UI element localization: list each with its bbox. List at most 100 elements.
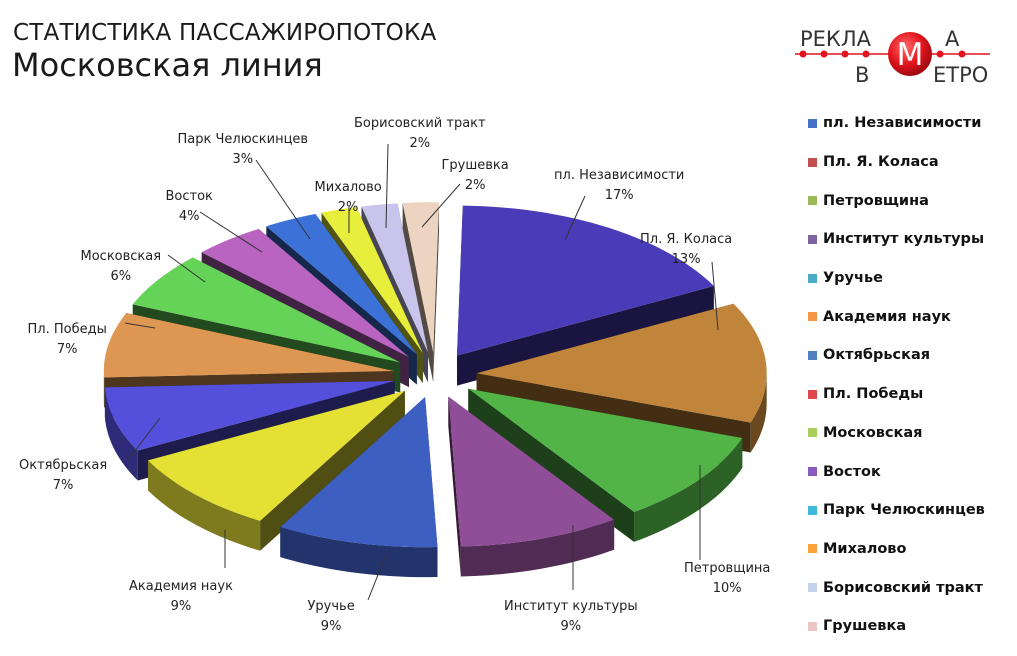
pie-slice[interactable] — [147, 390, 405, 551]
legend-label: Пл. Я. Коласа — [823, 154, 939, 171]
data-label-name: Октябрьская — [19, 458, 108, 473]
legend-item[interactable]: Пл. Я. Коласа — [808, 143, 1013, 182]
legend-swatch-icon — [808, 583, 817, 593]
data-label: Октябрьская 7% — [19, 456, 107, 496]
pie-slice[interactable] — [448, 396, 615, 577]
data-label-value: 6% — [110, 269, 132, 284]
data-label-value: 2% — [337, 200, 359, 215]
data-label-name: Московская — [80, 249, 162, 264]
data-label-value: 7% — [52, 478, 74, 493]
legend-swatch-icon — [808, 389, 817, 399]
legend-item[interactable]: Борисовский тракт — [808, 568, 1013, 607]
data-label: Академия наук 9% — [129, 577, 233, 617]
legend-swatch-icon — [808, 312, 817, 322]
data-label-value: 17% — [604, 188, 634, 203]
data-label-name: Уручье — [307, 599, 355, 614]
data-label-value: 13% — [671, 252, 701, 267]
legend-swatch-icon — [808, 118, 817, 128]
legend-item[interactable]: Парк Челюскинцев — [808, 491, 1013, 530]
data-label: Пл. Победы 7% — [28, 320, 107, 360]
legend-label: Институт культуры — [823, 231, 985, 248]
data-label-value: 3% — [232, 152, 254, 167]
legend-swatch-icon — [808, 196, 817, 206]
legend-swatch-icon — [808, 428, 817, 438]
legend-item[interactable]: Михалово — [808, 530, 1013, 569]
legend-item[interactable]: Уручье — [808, 259, 1013, 298]
data-label-name: пл. Независимости — [554, 168, 685, 183]
data-label-value: 9% — [170, 599, 192, 614]
data-label: Петровщина 10% — [684, 559, 770, 599]
legend-swatch-icon — [808, 505, 817, 515]
svg-text:М: М — [897, 37, 924, 73]
data-label-name: Восток — [165, 189, 213, 204]
legend-swatch-icon — [808, 350, 817, 360]
legend-item[interactable]: Институт культуры — [808, 220, 1013, 259]
legend-label: Парк Челюскинцев — [823, 502, 985, 519]
legend-swatch-icon — [808, 544, 817, 554]
data-label-name: Борисовский тракт — [354, 116, 486, 131]
data-label: Михалово 2% — [315, 178, 382, 218]
data-label: пл. Независимости 17% — [554, 166, 684, 206]
data-label: Парк Челюскинцев 3% — [178, 130, 309, 170]
legend-item[interactable]: Восток — [808, 452, 1013, 491]
data-label-name: Грушевка — [441, 158, 509, 173]
data-label: Пл. Я. Коласа 13% — [640, 230, 732, 270]
legend-item[interactable]: Пл. Победы — [808, 375, 1013, 414]
pie-slice[interactable] — [402, 202, 440, 383]
legend-label: Пл. Победы — [823, 386, 924, 403]
leader-lines — [124, 143, 719, 601]
legend-item[interactable]: Октябрьская — [808, 336, 1013, 375]
pie-slice[interactable] — [468, 388, 743, 542]
data-label-value: 7% — [56, 342, 78, 357]
legend-label: Борисовский тракт — [823, 579, 983, 596]
legend-swatch-icon — [808, 273, 817, 283]
legend-item[interactable]: Грушевка — [808, 607, 1013, 646]
legend-label: Грушевка — [823, 618, 907, 635]
legend-swatch-icon — [808, 467, 817, 477]
legend-label: Петровщина — [823, 192, 929, 209]
data-label: Уручье 9% — [308, 597, 355, 637]
legend-label: Октябрьская — [823, 347, 931, 364]
legend-item[interactable]: Московская — [808, 414, 1013, 453]
chart-title: Московская линия — [12, 46, 323, 84]
data-label-name: Петровщина — [684, 561, 771, 576]
legend-label: Михалово — [823, 540, 907, 557]
data-label-value: 2% — [464, 178, 486, 193]
chart-legend: пл. Независимости Пл. Я. Коласа Петровщина… — [808, 104, 1013, 646]
data-label-name: Пл. Победы — [27, 322, 107, 337]
data-label-name: Парк Челюскинцев — [177, 132, 309, 147]
legend-label: пл. Независимости — [823, 115, 982, 132]
svg-text:ЕТРО: ЕТРО — [933, 63, 988, 87]
data-label-name: Академия наук — [129, 579, 233, 594]
pie-slice[interactable] — [456, 205, 714, 386]
legend-item[interactable]: Петровщина — [808, 181, 1013, 220]
data-label-value: 10% — [712, 581, 742, 596]
data-label: Институт культуры 9% — [504, 597, 638, 637]
data-label-value: 9% — [560, 619, 582, 634]
svg-text:А: А — [945, 27, 960, 51]
chart-supertitle: СТАТИСТИКА ПАССАЖИРОПОТОКА — [13, 20, 437, 46]
legend-swatch-icon — [808, 157, 817, 167]
data-label: Борисовский тракт 2% — [354, 114, 486, 154]
data-label: Московская 6% — [81, 247, 162, 287]
legend-label: Восток — [823, 463, 881, 480]
legend-item[interactable]: Академия наук — [808, 297, 1013, 336]
legend-label: Уручье — [823, 270, 883, 287]
data-label-name: Пл. Я. Коласа — [640, 232, 733, 247]
legend-swatch-icon — [808, 621, 817, 631]
reklama-v-metro-logo: М РЕКЛА А В ЕТРО — [795, 27, 990, 87]
svg-text:РЕКЛА: РЕКЛА — [800, 27, 872, 51]
data-label: Грушевка 2% — [442, 156, 509, 196]
data-label-value: 4% — [178, 209, 200, 224]
svg-text:В: В — [855, 63, 869, 87]
data-label-value: 9% — [320, 619, 342, 634]
data-label: Восток 4% — [166, 187, 213, 227]
data-label-value: 2% — [409, 136, 431, 151]
pie-slice[interactable] — [280, 397, 438, 578]
data-label-name: Институт культуры — [504, 599, 638, 614]
legend-item[interactable]: пл. Независимости — [808, 104, 1013, 143]
legend-swatch-icon — [808, 234, 817, 244]
legend-label: Академия наук — [823, 308, 951, 325]
legend-label: Московская — [823, 424, 923, 441]
